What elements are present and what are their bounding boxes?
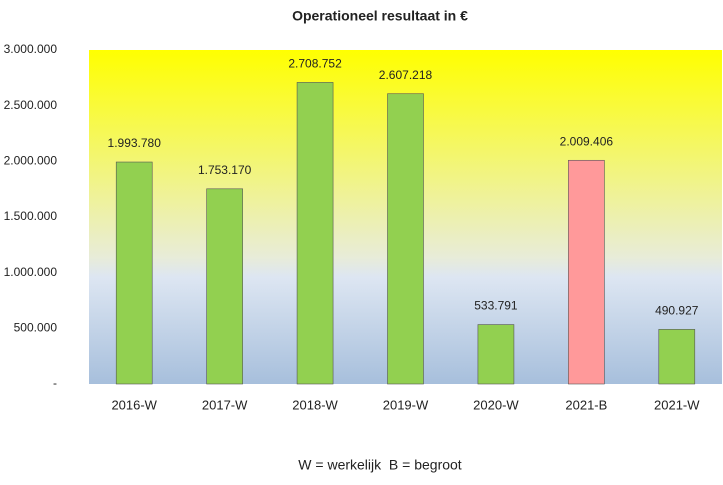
x-tick-label: 2018-W (292, 397, 338, 412)
y-tick-label: 1.500.000 (4, 209, 58, 223)
bar (115, 161, 153, 385)
value-label: 1.753.170 (198, 163, 252, 177)
bar (296, 82, 334, 385)
bar (568, 159, 605, 385)
bar (658, 329, 696, 385)
bar (206, 188, 243, 385)
value-label: 533.791 (474, 299, 518, 313)
y-tick-label: 2.500.000 (4, 98, 58, 112)
y-tick-label: - (53, 376, 57, 390)
x-tick-label: 2021-W (654, 397, 700, 412)
y-tick-label: 500.000 (14, 321, 58, 335)
value-label: 490.927 (655, 304, 699, 318)
value-label: 2.708.752 (288, 57, 342, 71)
x-tick-label: 2020-W (473, 397, 519, 412)
y-tick-label: 1.000.000 (4, 265, 58, 279)
value-label: 1.993.780 (108, 136, 162, 150)
bar (387, 93, 424, 385)
x-tick-label: 2016-W (111, 397, 157, 412)
value-label: 2.607.218 (379, 68, 433, 82)
x-tick-label: 2017-W (202, 397, 248, 412)
value-label: 2.009.406 (560, 134, 614, 148)
bar (477, 324, 515, 385)
chart-title: Operationeel resultaat in € (292, 8, 468, 24)
x-tick-label: 2021-B (565, 397, 607, 412)
y-tick-label: 2.000.000 (4, 154, 58, 168)
x-tick-label: 2019-W (383, 397, 429, 412)
y-tick-label: 3.000.000 (4, 42, 58, 56)
footnote: W = werkelijk B = begroot (298, 457, 462, 473)
